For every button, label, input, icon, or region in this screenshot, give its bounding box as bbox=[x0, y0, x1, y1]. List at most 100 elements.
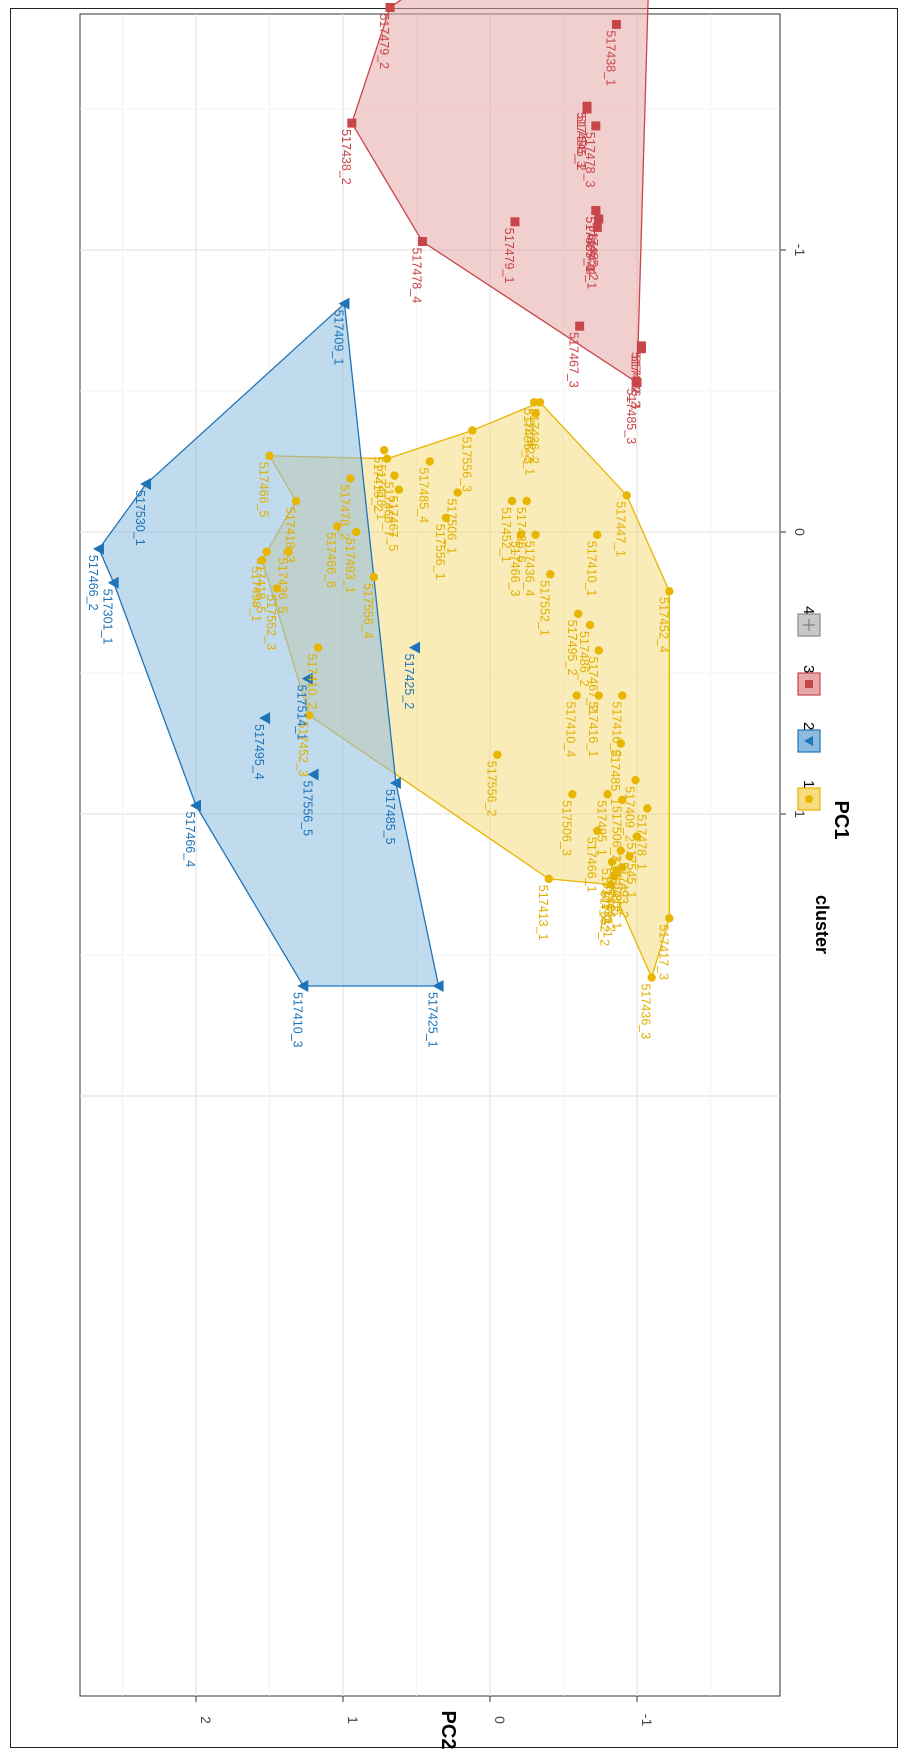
cluster-1-point bbox=[529, 398, 539, 407]
point-label: 517485_2 bbox=[586, 225, 600, 281]
point-label: 517452_4 bbox=[656, 597, 670, 653]
point-label: 517478_1 bbox=[634, 814, 648, 870]
point-label: 517478_4 bbox=[409, 248, 423, 304]
point-label: 517486_1 bbox=[628, 355, 642, 411]
x-axis-label: PC1 bbox=[830, 801, 852, 840]
point-label: 517495_2 bbox=[565, 620, 579, 676]
y-tick-label: -1 bbox=[639, 1714, 655, 1727]
legend-marker-3 bbox=[805, 680, 813, 688]
cluster-1-point bbox=[522, 496, 531, 506]
y-axis-label: PC2 bbox=[437, 1711, 459, 1750]
legend-label-2: 2 bbox=[800, 722, 817, 730]
cluster-1-point bbox=[593, 826, 602, 836]
cluster-3-point bbox=[592, 222, 602, 232]
point-label: 517466_6 bbox=[324, 532, 338, 588]
legend-marker-1 bbox=[805, 795, 813, 803]
legend-label-1: 1 bbox=[800, 780, 817, 788]
cluster-1-point bbox=[531, 409, 540, 418]
cluster-3-point bbox=[417, 237, 427, 247]
cluster-1-point bbox=[379, 446, 389, 455]
cluster-2-point bbox=[409, 641, 421, 654]
point-label: 517552_3 bbox=[264, 594, 278, 650]
point-label: 517486_3 bbox=[574, 112, 588, 168]
point-label: 517506_3 bbox=[559, 800, 573, 856]
cluster-3-point bbox=[611, 19, 621, 29]
cluster-3-point bbox=[582, 101, 592, 111]
point-label: 517410_4 bbox=[564, 702, 578, 758]
cluster-1-point bbox=[544, 874, 553, 884]
x-tick-label: -1 bbox=[792, 244, 808, 257]
cluster-1-point bbox=[606, 880, 615, 889]
cluster-3-point bbox=[575, 321, 585, 331]
cluster-1-point bbox=[453, 488, 462, 497]
point-label: 517301_1 bbox=[101, 589, 115, 645]
cluster-2-point bbox=[92, 542, 104, 555]
cluster-1-point bbox=[603, 790, 612, 799]
point-label: 517436_4 bbox=[523, 541, 537, 597]
cluster-2-point bbox=[297, 980, 309, 993]
y-tick-label: 2 bbox=[198, 1716, 214, 1724]
point-label: 517438_1 bbox=[603, 30, 617, 86]
point-label: 517556_2 bbox=[484, 761, 498, 817]
point-label: 517409_2 bbox=[623, 786, 637, 842]
cluster-1-point bbox=[332, 522, 342, 531]
point-label: 517436_5 bbox=[276, 558, 290, 614]
point-label: 517416_2 bbox=[609, 702, 623, 758]
point-label: 517447_1 bbox=[614, 501, 628, 557]
cluster-1-point bbox=[665, 914, 674, 923]
cluster-1-point bbox=[632, 832, 642, 841]
cluster-1-point bbox=[618, 691, 627, 700]
cluster-1-point bbox=[272, 584, 282, 593]
cluster-2-point bbox=[301, 672, 313, 685]
cluster-1-point bbox=[516, 530, 526, 540]
point-label: 517556_5 bbox=[301, 781, 315, 837]
point-label: 517498_1 bbox=[249, 566, 263, 622]
cluster-1-point bbox=[369, 572, 379, 582]
cluster-3-point bbox=[632, 378, 642, 388]
point-label: 517467_4 bbox=[583, 217, 597, 273]
cluster-3-point bbox=[385, 2, 395, 12]
point-label: 517436_2 bbox=[527, 408, 541, 464]
cluster-1-point bbox=[568, 790, 577, 799]
point-label: 517506_1 bbox=[445, 499, 459, 555]
point-label: 517466_5 bbox=[257, 462, 271, 518]
cluster-1-point bbox=[625, 852, 634, 861]
point-label: 517467_5 bbox=[386, 496, 400, 552]
point-label: 517466_4 bbox=[183, 812, 197, 868]
cluster-3-point bbox=[636, 344, 646, 354]
point-label: 517422_1 bbox=[523, 420, 537, 476]
point-label: 517410_1 bbox=[584, 541, 598, 597]
point-label: 517416_1 bbox=[586, 702, 600, 758]
point-label: 517485_3 bbox=[624, 389, 638, 445]
point-label: 517452_1 bbox=[499, 507, 513, 563]
cluster-1-point bbox=[493, 750, 502, 759]
point-label: 517466_7 bbox=[381, 482, 395, 538]
cluster-2-point bbox=[389, 776, 401, 789]
point-label: 517486_2 bbox=[577, 631, 591, 687]
point-label: 517452_2 bbox=[628, 352, 642, 408]
point-label: 517506_2 bbox=[609, 806, 623, 862]
point-label: 517413_1 bbox=[536, 885, 550, 941]
cluster-3-point bbox=[591, 206, 601, 216]
cluster-1-point bbox=[291, 496, 301, 506]
cluster-1-point bbox=[346, 474, 355, 483]
cluster-2-point bbox=[307, 768, 319, 781]
cluster-3-point bbox=[510, 217, 520, 227]
point-label: 517409_1 bbox=[331, 310, 345, 366]
point-label: 517556_4 bbox=[361, 583, 375, 639]
point-label: 517478_3 bbox=[583, 132, 597, 188]
y-tick-label: 0 bbox=[492, 1716, 508, 1724]
point-label: 517530_1 bbox=[133, 490, 147, 546]
point-label: 517424_1 bbox=[584, 233, 598, 289]
cluster-1-point bbox=[622, 491, 631, 500]
cluster-1-point bbox=[618, 863, 627, 872]
cluster-1-point bbox=[313, 643, 323, 652]
point-label: 517478_2 bbox=[337, 484, 351, 540]
cluster-1-point bbox=[284, 547, 293, 556]
legend-marker-2 bbox=[804, 736, 813, 746]
point-label: 517552_2 bbox=[598, 891, 612, 947]
point-label: 517424_2 bbox=[603, 876, 617, 932]
x-tick-label: 1 bbox=[792, 810, 808, 818]
point-label: 517425_1 bbox=[426, 992, 440, 1048]
